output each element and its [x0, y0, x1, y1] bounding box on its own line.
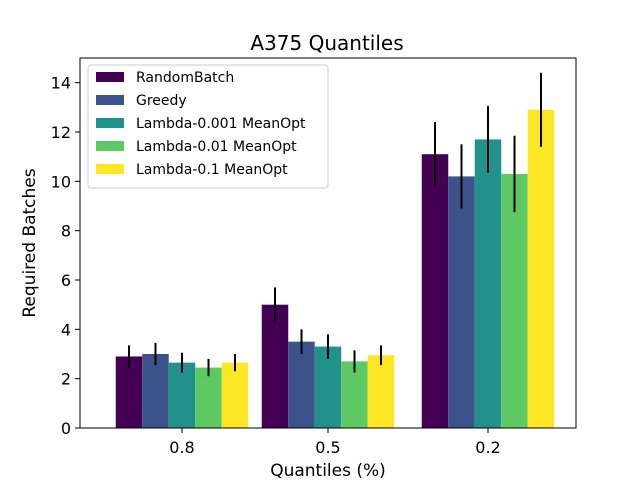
- legend-swatch: [96, 164, 124, 174]
- x-tick-label: 0.5: [315, 438, 340, 457]
- legend-label: Lambda-0.001 MeanOpt: [136, 116, 306, 132]
- legend: RandomBatch Greedy Lambda-0.001 MeanOpt Lam…: [87, 64, 329, 189]
- bar-greedy-0-8: [142, 354, 169, 428]
- x-tick-label: 0.2: [475, 438, 500, 457]
- bar-lambda-0-001-meanopt-0-8: [168, 362, 196, 428]
- x-axis: 0.8 0.5 0.2: [169, 428, 501, 457]
- y-axis-label: Required Batches: [20, 168, 40, 317]
- x-tick-label: 0.8: [169, 438, 194, 457]
- y-tick-label: 0: [61, 419, 71, 438]
- error-bars-group: [128, 72, 542, 377]
- bar-randombatch-0-2: [421, 154, 449, 428]
- bar-randombatch-0-8: [115, 356, 143, 428]
- y-tick-label: 10: [51, 172, 71, 191]
- legend-frame: [87, 64, 329, 189]
- bar-lambda-0-1-meanopt-0-8: [221, 362, 249, 428]
- y-tick-label: 14: [51, 74, 71, 93]
- legend-swatch: [96, 118, 124, 128]
- y-tick-label: 6: [61, 271, 71, 290]
- legend-label: Lambda-0.01 MeanOpt: [136, 139, 297, 155]
- y-tick-label: 12: [51, 123, 71, 142]
- y-tick-label: 4: [61, 320, 71, 339]
- bar-lambda-0-1-meanopt-0-5: [367, 355, 395, 428]
- legend-label: Greedy: [136, 93, 187, 109]
- x-axis-label: Quantiles (%): [270, 461, 386, 480]
- legend-label: RandomBatch: [136, 70, 234, 86]
- bar-lambda-0-001-meanopt-0-2: [474, 139, 502, 428]
- legend-swatch: [96, 95, 124, 105]
- legend-swatch: [96, 72, 124, 82]
- bar-lambda-0-01-meanopt-0-2: [501, 173, 528, 428]
- bars-group: [115, 109, 555, 429]
- bar-greedy-0-2: [448, 176, 475, 428]
- legend-swatch: [96, 141, 124, 151]
- y-axis: 0 2 4 6 8 10 12 14: [51, 74, 80, 438]
- bar-lambda-0-1-meanopt-0-2: [527, 109, 555, 429]
- y-tick-label: 2: [61, 370, 71, 389]
- chart-title: A375 Quantiles: [250, 31, 403, 55]
- bar-greedy-0-5: [288, 341, 315, 428]
- bar-lambda-0-001-meanopt-0-5: [314, 346, 342, 428]
- bar-randombatch-0-5: [261, 304, 289, 428]
- y-tick-label: 8: [61, 222, 71, 241]
- bar-lambda-0-01-meanopt-0-8: [195, 367, 222, 428]
- legend-label: Lambda-0.1 MeanOpt: [136, 162, 288, 178]
